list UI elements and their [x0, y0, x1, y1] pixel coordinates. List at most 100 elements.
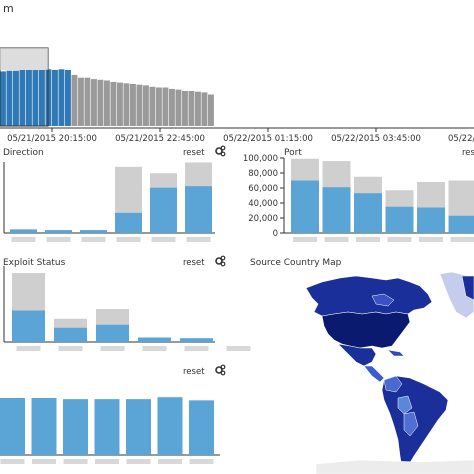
- direction-x-label: [46, 237, 71, 242]
- direction-chart[interactable]: [10, 162, 212, 233]
- exploit-x-label: [100, 346, 125, 351]
- exploit-chart[interactable]: [12, 273, 213, 342]
- timeline-bar: [201, 92, 208, 126]
- port-title: Port: [284, 148, 302, 158]
- timeline-bar: [175, 89, 182, 126]
- timeline-bar: [162, 87, 169, 126]
- direction-selected-bar: [185, 186, 212, 233]
- bottom-x-labels: [0, 459, 214, 464]
- page-title: m: [3, 2, 14, 15]
- port-x-label: [293, 237, 317, 242]
- timeline-tick-label: 05/22/2015 0: [448, 134, 474, 144]
- gears-icon[interactable]: [215, 255, 226, 267]
- port-selected-bar: [291, 180, 319, 233]
- port-selected-bar: [448, 215, 474, 233]
- timeline-bar: [143, 85, 149, 126]
- brush-overlay: [0, 48, 48, 70]
- exploit-selected-bar: [180, 338, 213, 342]
- exploit-x-label: [226, 346, 251, 351]
- port-selected-bar: [417, 207, 445, 233]
- exploit-x-labels: [16, 346, 251, 351]
- world-map[interactable]: [305, 271, 474, 474]
- port-y-tick-label: 80,000: [248, 169, 278, 179]
- bottom-selected-bar: [189, 400, 214, 455]
- direction-x-label: [81, 237, 106, 242]
- direction-selected-bar: [45, 230, 72, 233]
- port-y-tick-label: 20,000: [248, 214, 278, 224]
- timeline-bar: [78, 77, 84, 126]
- direction-selected-bar: [115, 212, 142, 233]
- gears-icon[interactable]: [215, 364, 226, 376]
- port-y-tick-label: 40,000: [248, 199, 278, 209]
- timeline-bar: [169, 88, 175, 126]
- port-x-label: [450, 237, 474, 242]
- timeline-bar: [104, 80, 110, 126]
- port-chart[interactable]: [291, 158, 474, 233]
- bottom-x-label: [95, 459, 119, 464]
- exploit-selected-bar: [54, 327, 87, 342]
- bottom-x-label: [189, 459, 214, 464]
- port-y-tick-label: 60,000: [248, 184, 278, 194]
- timeline-bar: [32, 70, 39, 126]
- timeline-bar: [52, 70, 58, 126]
- bottom-selected-bar: [0, 398, 25, 455]
- timeline-bar: [0, 71, 6, 126]
- bottom-x-label: [63, 459, 88, 464]
- timeline-bar: [149, 86, 156, 126]
- port-y-ticks: 0 20,000 40,000 60,000 80,000 100,000: [243, 154, 284, 239]
- bottom-selected-bar: [94, 399, 120, 455]
- port-y-tick-label: 0: [273, 229, 278, 239]
- timeline-bar: [130, 84, 136, 126]
- bottom-selected-bar: [31, 398, 57, 455]
- bottom-selected-bar: [157, 397, 183, 455]
- timeline-bar: [13, 70, 19, 126]
- timeline-tick-label: 05/22/2015 03:45:00: [331, 134, 421, 144]
- bottom-x-label: [158, 459, 182, 464]
- gears-icon[interactable]: [215, 145, 226, 157]
- timeline-bar: [123, 83, 130, 126]
- timeline-tick-label: 05/21/2015 22:45:00: [115, 134, 205, 144]
- port-x-labels: [293, 237, 474, 242]
- direction-selected-bar: [150, 187, 177, 233]
- exploit-x-label: [142, 346, 167, 351]
- timeline-bar: [195, 91, 201, 126]
- bottom-chart[interactable]: [0, 396, 214, 455]
- timeline-ticks: [51, 128, 377, 132]
- exploit-selected-bar: [138, 337, 171, 342]
- exploit-reset-link[interactable]: reset: [183, 258, 205, 268]
- timeline-bar: [84, 77, 91, 126]
- exploit-x-label: [16, 346, 41, 351]
- exploit-selected-bar: [12, 310, 45, 342]
- timeline-bar: [136, 84, 143, 126]
- direction-reset-link[interactable]: reset: [183, 148, 205, 158]
- timeline-bar: [110, 81, 117, 126]
- timeline-bar: [182, 91, 188, 126]
- direction-selected-bar: [10, 229, 37, 233]
- port-x-label: [419, 237, 443, 242]
- direction-x-labels: [11, 237, 211, 242]
- timeline-bar: [97, 79, 104, 126]
- direction-selected-bar: [80, 230, 107, 233]
- port-selected-bar: [385, 206, 414, 233]
- timeline-bar: [65, 70, 71, 126]
- bottom-x-label: [32, 459, 56, 464]
- timeline-bar: [6, 70, 13, 126]
- port-reset-link[interactable]: reset: [462, 148, 474, 158]
- exploit-x-label: [58, 346, 83, 351]
- port-selected-bar: [322, 187, 351, 233]
- exploit-title: Exploit Status: [3, 258, 66, 268]
- timeline-tick-label: 05/21/2015 20:15:00: [7, 134, 97, 144]
- direction-x-label: [11, 237, 36, 242]
- timeline-bar: [26, 70, 32, 126]
- timeline-bar: [156, 87, 162, 126]
- map-title: Source Country Map: [250, 258, 342, 268]
- bottom-reset-link[interactable]: reset: [183, 367, 205, 377]
- timeline-bar: [39, 70, 45, 126]
- timeline-bar: [71, 74, 78, 126]
- port-selected-bar: [354, 193, 382, 233]
- direction-title: Direction: [3, 148, 44, 158]
- bottom-x-label: [126, 459, 151, 464]
- port-x-label: [387, 237, 412, 242]
- timeline-chart[interactable]: [0, 47, 214, 127]
